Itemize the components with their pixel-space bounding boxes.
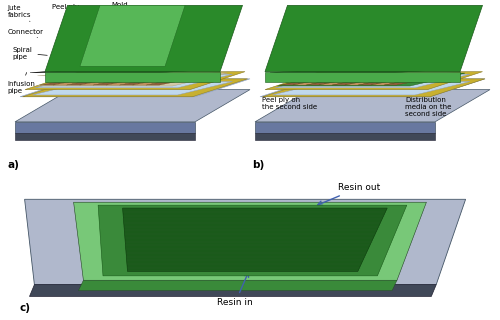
Polygon shape: [265, 72, 482, 90]
Polygon shape: [371, 74, 438, 85]
Text: a): a): [8, 160, 20, 171]
Polygon shape: [22, 79, 248, 97]
Polygon shape: [319, 74, 386, 85]
Polygon shape: [306, 74, 374, 85]
Text: c): c): [20, 303, 30, 313]
Text: Infusion
pipe: Infusion pipe: [8, 73, 36, 94]
Text: Vacuum
pack: Vacuum pack: [190, 65, 218, 77]
Polygon shape: [106, 74, 174, 85]
Polygon shape: [280, 74, 347, 85]
Polygon shape: [275, 74, 470, 88]
Text: Distribution
media: Distribution media: [110, 77, 151, 97]
Polygon shape: [30, 285, 436, 296]
Polygon shape: [122, 208, 387, 271]
Polygon shape: [15, 90, 250, 122]
Polygon shape: [98, 205, 407, 276]
Polygon shape: [35, 74, 232, 88]
Polygon shape: [38, 73, 228, 86]
Polygon shape: [146, 74, 214, 85]
Polygon shape: [345, 74, 412, 85]
Polygon shape: [255, 90, 490, 122]
Polygon shape: [272, 82, 470, 95]
Polygon shape: [358, 74, 426, 85]
Polygon shape: [25, 72, 245, 90]
Polygon shape: [278, 73, 465, 86]
Polygon shape: [255, 132, 435, 140]
Text: Resin in: Resin in: [218, 272, 253, 307]
Polygon shape: [384, 74, 452, 85]
Polygon shape: [332, 74, 400, 85]
Text: Jute
fabrics: Jute fabrics: [8, 5, 31, 21]
Text: Peel ply: Peel ply: [52, 4, 80, 12]
Polygon shape: [66, 74, 135, 85]
Polygon shape: [260, 79, 485, 97]
Polygon shape: [20, 79, 250, 97]
Text: Release
film: Release film: [168, 9, 194, 25]
Polygon shape: [45, 72, 220, 83]
Polygon shape: [133, 74, 201, 85]
Polygon shape: [24, 199, 466, 285]
Polygon shape: [32, 82, 232, 95]
Polygon shape: [93, 74, 161, 85]
Polygon shape: [15, 122, 195, 132]
Polygon shape: [80, 5, 185, 66]
Polygon shape: [278, 72, 465, 76]
Text: Connector: Connector: [8, 29, 44, 38]
Polygon shape: [30, 69, 215, 73]
Polygon shape: [15, 132, 195, 140]
Polygon shape: [78, 280, 397, 291]
Polygon shape: [80, 74, 148, 85]
Text: Peel ply on
the second side: Peel ply on the second side: [262, 83, 318, 110]
Text: Spiral
pipe: Spiral pipe: [12, 47, 47, 60]
Polygon shape: [53, 74, 122, 85]
Polygon shape: [262, 79, 485, 97]
Text: Mold: Mold: [112, 2, 130, 11]
Polygon shape: [38, 72, 228, 76]
Polygon shape: [293, 74, 360, 85]
Polygon shape: [255, 122, 435, 132]
Polygon shape: [265, 72, 460, 83]
Text: Sealant
tape: Sealant tape: [65, 75, 92, 94]
Polygon shape: [40, 74, 108, 85]
Text: Distribution
media on the
second side: Distribution media on the second side: [405, 84, 452, 117]
Polygon shape: [120, 74, 188, 85]
Polygon shape: [74, 202, 426, 280]
Text: b): b): [252, 160, 265, 171]
Polygon shape: [45, 5, 242, 72]
Polygon shape: [270, 69, 450, 73]
Polygon shape: [265, 5, 482, 72]
Text: Resin out: Resin out: [318, 183, 380, 205]
